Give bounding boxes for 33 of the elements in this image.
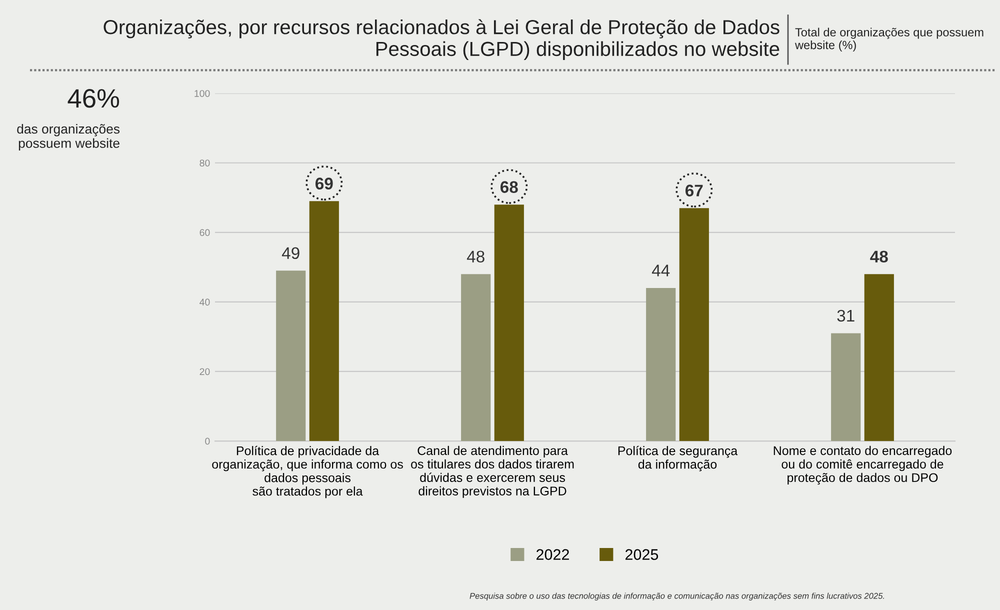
bar <box>494 204 524 442</box>
bar <box>679 208 709 442</box>
bar <box>646 288 676 442</box>
bar <box>461 274 491 442</box>
y-tick-label: 0 <box>205 438 210 445</box>
text: Pesquisa sobre o uso das tecnologias de informação e comunicação nas organizações sem fins lucrativos 2025. <box>470 592 884 600</box>
x-tick-label: Nome e contato do encarregado ou do comitê encarregado de proteção de dados ou DPO <box>774 446 952 485</box>
y-tick-label: 60 <box>200 229 210 236</box>
chart-subtitle: Total de organizações que possuem website (%) <box>794 28 984 52</box>
text: 46% <box>68 89 120 108</box>
data-label: 44 <box>652 264 670 276</box>
y-tick-label: 100 <box>194 90 210 97</box>
x-tick-label: Canal de atendimento para os titulares dos dados tirarem dúvidas e exercerem seus direitos previstos na LGPD <box>411 446 574 498</box>
data-label: 48 <box>870 250 888 263</box>
bar <box>831 333 861 442</box>
data-label: 69 <box>315 178 333 190</box>
data-label: 31 <box>837 310 854 322</box>
bar <box>276 270 306 442</box>
chart-title: Organizações, por recursos relacionados à Lei Geral de Proteção de Dados Pessoais (LGPD) disponibilizados no website <box>104 19 780 60</box>
legend-label: 2022 <box>536 549 569 560</box>
legend-label: 2025 <box>625 549 658 560</box>
data-label: 67 <box>685 184 703 196</box>
data-label: 68 <box>500 181 518 193</box>
data-label: 49 <box>282 247 300 260</box>
x-tick-label: Política de segurança da informação <box>618 446 738 472</box>
data-label: 48 <box>466 250 484 263</box>
bar <box>864 274 894 442</box>
text: das organizações possuem website <box>17 124 120 151</box>
x-tick-label: Política de privacidade da organização, que informa como os dados pessoais são tratados por ela <box>212 446 403 498</box>
y-tick-label: 20 <box>200 368 210 376</box>
y-tick-label: 40 <box>200 298 210 306</box>
bar <box>309 201 339 442</box>
y-tick-label: 80 <box>200 160 210 166</box>
